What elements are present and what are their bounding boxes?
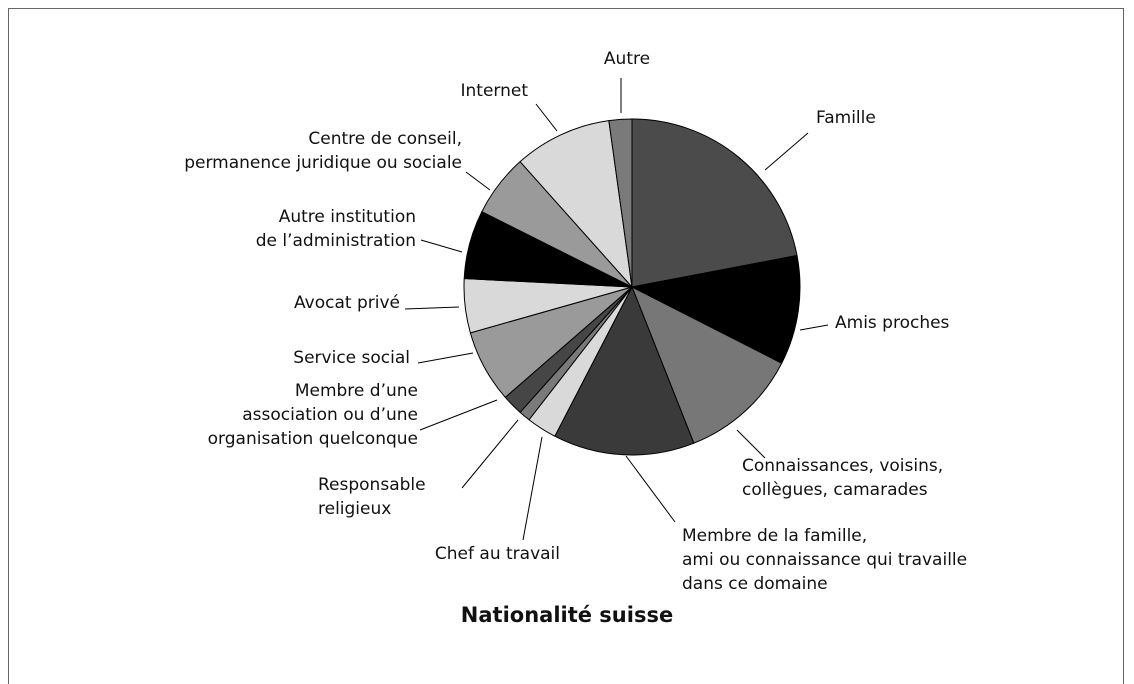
slice-label: Famille (816, 108, 876, 128)
slice-label: Membre de la famille, ami ou connaissanc… (682, 526, 968, 594)
slice-label: Amis proches (835, 313, 950, 333)
pie-slice (608, 118, 633, 288)
leader-line (465, 171, 491, 191)
leader-line (764, 132, 809, 171)
slice-label: Internet (460, 81, 528, 101)
leader-line (461, 419, 519, 489)
slice-label: Autre (603, 49, 651, 69)
leader-line (417, 352, 474, 364)
slice-label: Service social (293, 348, 410, 368)
slice-label: Connaissances, voisins, collègues, camar… (742, 456, 944, 500)
slice-label: Chef au travail (434, 544, 560, 564)
slice-label: Centre de conseil, permanence juridique … (184, 129, 462, 173)
slice-label: Avocat privé (294, 293, 400, 313)
leader-line (419, 399, 498, 431)
leader-line (799, 324, 829, 331)
leader-line (535, 103, 558, 132)
leader-line (420, 239, 463, 253)
slice-label: Responsable religieux (318, 475, 426, 519)
pie-slice (519, 120, 633, 288)
slice-label: Membre d’une association ou d’une organi… (207, 381, 418, 449)
chart-title: Nationalité suisse (460, 603, 674, 627)
pie-slice (631, 118, 798, 288)
leader-line (522, 436, 543, 541)
frame (8, 8, 1124, 684)
leader-line (404, 306, 460, 310)
slice-label: Autre institution de l’administration (255, 207, 416, 251)
pie-slice (631, 286, 783, 444)
pie-slice (631, 255, 801, 364)
leader-line (625, 455, 676, 523)
pie-slice (554, 286, 695, 456)
leader-line (736, 429, 766, 459)
